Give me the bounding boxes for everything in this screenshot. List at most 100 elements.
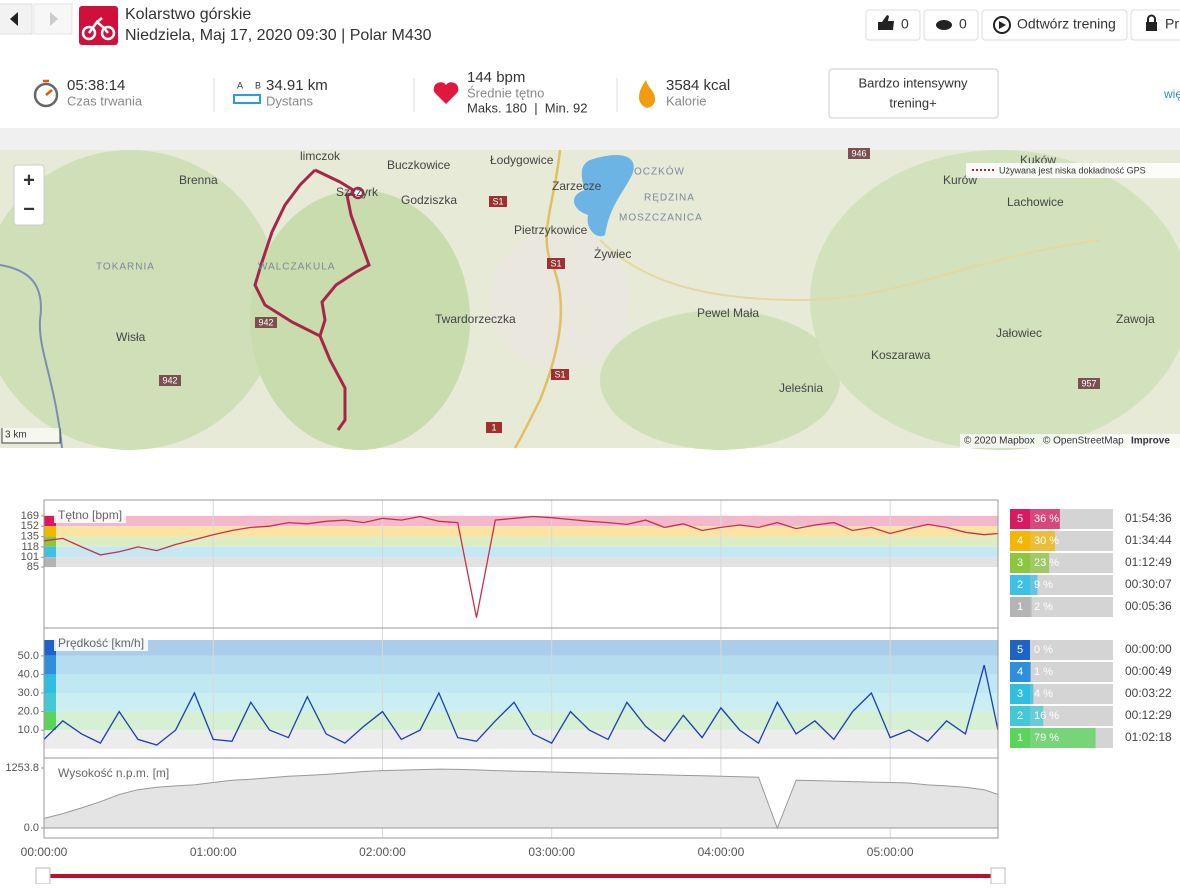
place-label: Wisła bbox=[116, 330, 146, 344]
zone-band bbox=[44, 711, 998, 731]
zoom-out[interactable]: − bbox=[23, 198, 35, 220]
zone-time: 00:03:22 bbox=[1125, 686, 1172, 700]
zone-percent: 23 % bbox=[1034, 557, 1059, 569]
y-tick-label: 40.0 bbox=[18, 668, 39, 680]
road bbox=[513, 149, 563, 449]
zone-percent: 16 % bbox=[1034, 710, 1059, 722]
place-label: Pewel Mała bbox=[697, 306, 759, 320]
place-label: RĘDZINA bbox=[644, 193, 695, 204]
calories-label: Kalorie bbox=[666, 93, 706, 108]
zone-percent: 0 % bbox=[1034, 644, 1053, 656]
zone-strip bbox=[44, 711, 56, 731]
like-icon bbox=[878, 15, 894, 30]
zone-band bbox=[44, 526, 998, 537]
road-number: 957 bbox=[1081, 378, 1096, 388]
like-count: 0 bbox=[901, 16, 909, 32]
zone-number-box bbox=[1010, 553, 1030, 573]
chart-title-bg bbox=[54, 766, 174, 781]
zone-band bbox=[44, 655, 998, 675]
zone-time: 01:34:44 bbox=[1125, 533, 1172, 547]
zone-number-box bbox=[1010, 706, 1030, 726]
road-shield bbox=[486, 422, 502, 433]
zone-time: 00:05:36 bbox=[1125, 599, 1172, 613]
place-label: Lachowice bbox=[1007, 195, 1064, 209]
zone-band bbox=[44, 640, 998, 656]
comment-icon bbox=[936, 20, 952, 30]
heart-value: 144 bpm bbox=[467, 69, 525, 86]
calories-value: 3584 kcal bbox=[666, 77, 730, 94]
scale-label: 3 km bbox=[5, 430, 27, 441]
scrubber-handle[interactable] bbox=[990, 867, 1006, 885]
x-tick-label: 00:00:00 bbox=[21, 845, 68, 859]
scrubber-handle[interactable] bbox=[35, 867, 51, 885]
play-label: Odtwórz trening bbox=[1017, 16, 1116, 32]
place-label: Jeleśnia bbox=[779, 381, 823, 395]
training-load-button[interactable] bbox=[828, 68, 999, 119]
zone-table-bg bbox=[1010, 597, 1113, 617]
more-link[interactable]: wię bbox=[1163, 87, 1180, 101]
heart-range: Maks. 180 | Min. 92 bbox=[467, 100, 587, 115]
zone-strip bbox=[44, 655, 56, 675]
zone-percent-bar bbox=[1030, 684, 1034, 704]
zone-table-bg bbox=[1010, 684, 1113, 704]
zone-strip bbox=[44, 674, 56, 693]
road-number: 942 bbox=[162, 375, 177, 385]
attribution[interactable]: Improve bbox=[1131, 436, 1170, 447]
zone-number: 5 bbox=[1017, 513, 1023, 525]
subtitle: Niedziela, Maj 17, 2020 09:30 | Polar M4… bbox=[125, 27, 432, 44]
place-label: OCZKÓW bbox=[634, 165, 685, 178]
zoom-in[interactable]: + bbox=[23, 169, 35, 191]
place-label: Zarzecze bbox=[552, 179, 602, 193]
zone-percent: 4 % bbox=[1034, 688, 1053, 700]
y-tick-label: 50.0 bbox=[18, 650, 39, 662]
zone-number: 4 bbox=[1017, 666, 1023, 678]
zone-band bbox=[44, 693, 998, 712]
y-tick-label: 1253.8 bbox=[5, 762, 39, 774]
map: limczok Buczkowice Łodygowice Brenna Szc… bbox=[0, 148, 1180, 450]
zone-strip bbox=[44, 515, 56, 527]
zone-percent: 36 % bbox=[1034, 513, 1059, 525]
point-a: A bbox=[237, 80, 243, 90]
zone-strip bbox=[44, 557, 56, 568]
attribution[interactable]: © 2020 Mapbox bbox=[964, 436, 1035, 447]
place-label: MOSZCZANICA bbox=[619, 213, 703, 224]
lake bbox=[573, 155, 634, 237]
zone-number-box bbox=[1010, 662, 1030, 682]
road bbox=[599, 239, 1101, 302]
road-shield bbox=[489, 196, 507, 207]
zone-band bbox=[44, 674, 998, 693]
road-shield bbox=[159, 375, 181, 386]
zone-percent-bar bbox=[1030, 662, 1031, 682]
zone-number: 2 bbox=[1017, 710, 1023, 722]
zone-number-box bbox=[1010, 640, 1030, 660]
zone-time: 01:54:36 bbox=[1125, 511, 1172, 525]
zone-table-bg bbox=[1010, 662, 1113, 682]
heart-icon bbox=[433, 82, 459, 104]
road-number: 946 bbox=[851, 148, 866, 158]
forward-icon bbox=[50, 12, 58, 26]
zone-number: 3 bbox=[1017, 688, 1023, 700]
road-number: S1 bbox=[492, 196, 503, 206]
zone-band bbox=[44, 557, 998, 568]
zone-time: 00:00:00 bbox=[1125, 642, 1172, 656]
zone-number: 4 bbox=[1017, 535, 1023, 547]
zone-percent-bar bbox=[1030, 531, 1055, 551]
zone-time: 01:02:18 bbox=[1125, 730, 1172, 744]
zone-number-box bbox=[1010, 597, 1030, 617]
terrain bbox=[250, 190, 470, 450]
zone-table-bg bbox=[1010, 640, 1113, 660]
attribution[interactable]: © OpenStreetMap bbox=[1043, 436, 1124, 447]
lock-shackle bbox=[1147, 14, 1156, 22]
zone-percent-bar bbox=[1030, 553, 1050, 573]
zone-number: 1 bbox=[1017, 732, 1023, 744]
place-label: Godziszka bbox=[401, 193, 457, 207]
point-b: B bbox=[255, 80, 261, 90]
zone-band bbox=[44, 730, 998, 749]
zone-percent: 9 % bbox=[1034, 579, 1053, 591]
terrain bbox=[810, 150, 1180, 450]
zoom-control bbox=[13, 164, 45, 226]
chart-title-bg bbox=[54, 508, 127, 523]
chart-frame bbox=[43, 757, 999, 839]
chart-title-bg bbox=[54, 636, 149, 651]
play-button[interactable] bbox=[981, 9, 1128, 41]
